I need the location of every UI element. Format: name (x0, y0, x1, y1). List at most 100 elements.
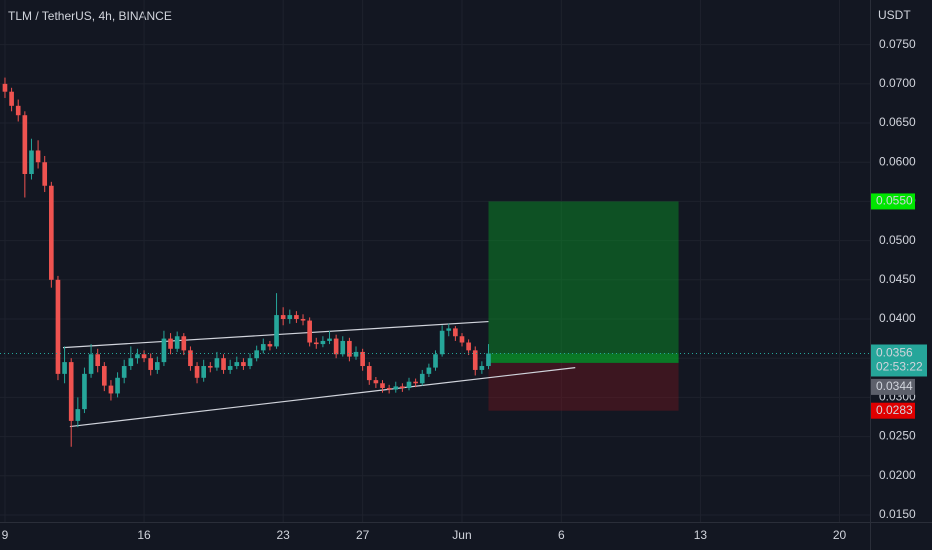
candle-body (68, 362, 74, 421)
x-tick-label: 6 (558, 528, 565, 542)
y-tick-label: 0.0150 (879, 507, 916, 521)
candle-body (148, 358, 154, 370)
stop-label-bg (871, 402, 915, 419)
candle-body (393, 386, 399, 390)
target-label-bg (871, 193, 915, 210)
candle-body (340, 340, 346, 355)
candle-body (453, 328, 458, 337)
stop-zone (488, 362, 679, 411)
candle-body (75, 409, 81, 421)
entry-label: 0.0344 (876, 379, 913, 393)
candle-body (386, 387, 392, 390)
candle-body (333, 338, 339, 355)
y-tick-label: 0.0500 (879, 233, 916, 247)
target-zone (488, 201, 679, 363)
candle-body (366, 366, 372, 381)
candle-body (88, 354, 94, 374)
candle-body (29, 150, 34, 174)
candle-body (241, 362, 246, 367)
candle-body (2, 83, 8, 92)
entry-label-bg (871, 378, 915, 395)
candle-body (254, 350, 259, 359)
candle-body (62, 362, 67, 374)
candle-body (400, 386, 405, 388)
candle-body (221, 358, 226, 370)
x-tick-label: 23 (276, 528, 290, 542)
candle-body (446, 328, 452, 331)
candle-body (267, 344, 273, 347)
countdown: 02:53:22 (876, 360, 923, 374)
candle-body (35, 150, 41, 163)
candle-body (82, 373, 87, 410)
candle-body (95, 354, 101, 367)
candle-body (479, 366, 485, 370)
x-tick-label: 20 (833, 528, 847, 542)
candle-body (486, 353, 491, 367)
candle-body (459, 336, 465, 343)
candle-body (49, 185, 54, 280)
trendline (69, 366, 576, 428)
candle-body (426, 367, 432, 374)
candle-body (472, 350, 478, 370)
candle-body (102, 366, 107, 386)
y-axis-unit: USDT (878, 8, 911, 22)
chart-title: TLM / TetherUS, 4h, BINANCE (8, 9, 172, 23)
last-price-bg (871, 344, 927, 377)
candle-body (353, 351, 359, 357)
candle-body (181, 336, 187, 351)
open-profit (488, 353, 679, 363)
candle-body (327, 338, 332, 341)
candle-body (121, 366, 127, 378)
candle-body (135, 354, 140, 359)
candle-body (214, 358, 220, 368)
candle-body (260, 344, 266, 351)
y-tick-label: 0.0250 (879, 429, 916, 443)
candle-body (188, 350, 193, 367)
candle-body (419, 373, 425, 384)
x-tick-label: 13 (694, 528, 708, 542)
candle-body (128, 358, 134, 367)
candle-body (320, 340, 326, 345)
candle-body (466, 342, 471, 351)
candle-body (154, 362, 160, 370)
last-price-label: 0.0356 (876, 346, 913, 360)
x-tick-label: Jun (452, 528, 471, 542)
x-tick-label: 9 (2, 528, 9, 542)
candle-body (234, 362, 240, 367)
y-tick-label: 0.0750 (879, 37, 916, 51)
candle-body (22, 115, 28, 174)
y-tick-label: 0.0450 (879, 272, 916, 286)
y-tick-label: 0.0700 (879, 76, 916, 90)
candle-body (307, 320, 312, 343)
candle-body (194, 366, 200, 378)
y-tick-label: 0.0200 (879, 468, 916, 482)
candle-body (15, 105, 21, 116)
candle-body (168, 338, 173, 349)
y-tick-label: 0.0400 (879, 311, 916, 325)
candle-body (347, 340, 352, 357)
candle-body (55, 279, 61, 374)
candle-body (274, 315, 279, 347)
candle-body (174, 336, 180, 349)
candle-body (9, 91, 14, 106)
candle-body (201, 366, 206, 378)
candle-body (247, 358, 253, 367)
candle-body (42, 162, 48, 186)
candle-body (115, 377, 120, 394)
x-tick-label: 16 (137, 528, 151, 542)
candle-body (300, 319, 306, 321)
candle-body (141, 354, 147, 359)
y-tick-label: 0.0650 (879, 115, 916, 129)
candle-body (373, 380, 379, 384)
y-tick-label: 0.0600 (879, 154, 916, 168)
candle-body (280, 315, 286, 319)
target-label: 0.0550 (876, 194, 913, 208)
candle-body (380, 383, 385, 388)
x-tick-label: 27 (356, 528, 370, 542)
candle-body (360, 351, 365, 367)
candle-body (294, 315, 299, 319)
candle-body (433, 354, 438, 368)
candle-body (406, 381, 412, 388)
